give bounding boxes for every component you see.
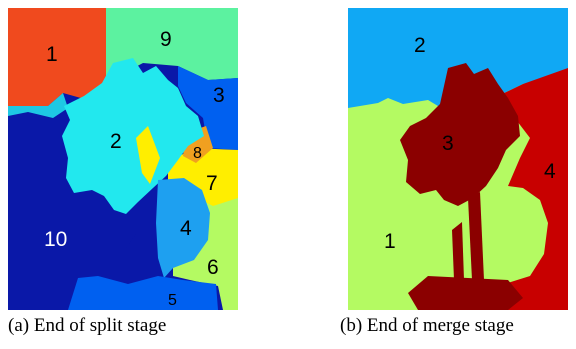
region-3	[400, 63, 520, 206]
region-2	[62, 58, 204, 214]
merge-label-3: 3	[442, 132, 454, 155]
merge-label-4: 4	[544, 160, 556, 183]
split-label-3: 3	[213, 84, 225, 107]
region-2-stem	[136, 126, 160, 184]
split-label-6: 6	[207, 256, 219, 279]
region-1-noise	[8, 93, 68, 118]
stem-1	[468, 192, 484, 280]
split-label-2: 2	[110, 130, 122, 153]
split-label-7: 7	[206, 172, 218, 195]
split-label-1: 1	[46, 43, 58, 66]
merge-label-2: 2	[414, 34, 426, 57]
split-label-10: 10	[44, 228, 67, 251]
merge-caption: (b) End of merge stage	[340, 315, 514, 336]
split-label-4: 4	[180, 217, 192, 240]
stem-dark-1	[143, 206, 158, 278]
region-3	[178, 66, 238, 150]
stem-2	[452, 222, 464, 280]
merge-segmentation-image: 2 3 4 1	[348, 8, 568, 310]
merge-stage-panel: 2 3 4 1	[348, 8, 568, 310]
split-segmentation-image: 1 9 3 2 8 7 10 4 6 5	[8, 8, 238, 310]
stem-dark-2	[126, 234, 140, 278]
split-stage-panel: 1 9 3 2 8 7 10 4 6 5	[8, 8, 238, 310]
region-4	[156, 178, 210, 278]
split-label-9: 9	[160, 28, 172, 51]
region-5	[68, 276, 218, 310]
region-4	[498, 68, 568, 310]
split-label-8: 8	[193, 145, 202, 162]
split-label-5: 5	[168, 292, 177, 309]
bottom-band	[408, 276, 523, 310]
split-caption: (a) End of split stage	[8, 315, 167, 336]
merge-label-1: 1	[384, 230, 396, 253]
region-9	[106, 8, 238, 80]
region-1	[8, 8, 106, 106]
